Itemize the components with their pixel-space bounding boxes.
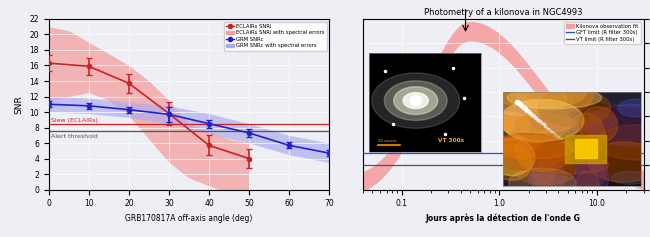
Text: Slew (ECLAIRs): Slew (ECLAIRs) [51, 118, 98, 123]
X-axis label: Jours après la détection de l'onde G: Jours après la détection de l'onde G [426, 214, 580, 223]
Y-axis label: SNR: SNR [15, 95, 24, 114]
Text: Alert threshold: Alert threshold [51, 134, 98, 139]
Legend: ECLAIRs SNRi, ECLAIRs SNRi with spectral errors, GRM SNRc, GRM SNRc with spectra: ECLAIRs SNRi, ECLAIRs SNRi with spectral… [224, 22, 327, 50]
Title: Photometry of a kilonova in NGC4993: Photometry of a kilonova in NGC4993 [424, 8, 582, 17]
Legend: Kilonova observation fit, GFT limit (R filter 300s), VT limit (R filter 300s): Kilonova observation fit, GFT limit (R f… [564, 22, 641, 44]
X-axis label: GRB170817A off-axis angle (deg): GRB170817A off-axis angle (deg) [125, 214, 253, 223]
